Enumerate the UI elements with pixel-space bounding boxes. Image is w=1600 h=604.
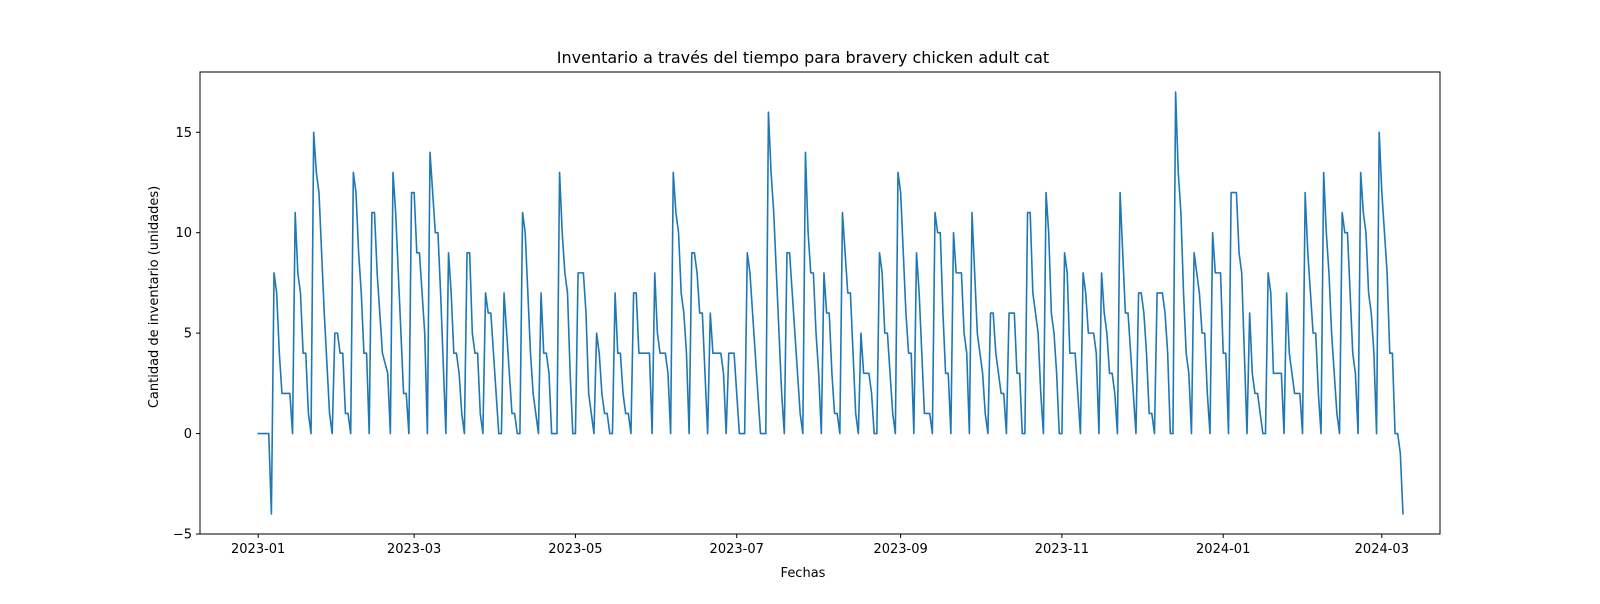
plot-area [257, 91, 1404, 515]
y-tick-label: 10 [175, 226, 192, 241]
x-tick-label: 2023-03 [387, 542, 441, 557]
x-tick-label: 2023-01 [231, 542, 285, 557]
chart-title: Inventario a través del tiempo para brav… [557, 48, 1049, 67]
y-tick-label: 0 [184, 427, 192, 442]
x-tick-label: 2023-05 [548, 542, 602, 557]
x-tick-label: 2023-09 [873, 542, 927, 557]
y-tick-label: −5 [173, 528, 192, 543]
axes: 2023-01 2023-03 2023-05 2023-07 2023-09 2023-… [173, 71, 1441, 557]
x-tick-label: 2024-01 [1196, 542, 1250, 557]
y-tick-label: 15 [175, 126, 192, 141]
x-tick-label: 2023-11 [1035, 542, 1089, 557]
series-line-0 [257, 91, 1404, 515]
x-tick-label: 2024-03 [1355, 542, 1409, 557]
x-axis-label: Fechas [781, 566, 826, 581]
axes-frame [199, 71, 1441, 535]
y-tick-label: 5 [184, 327, 192, 342]
y-axis-label: Cantidad de inventario (unidades) [147, 186, 162, 408]
x-tick-label: 2023-07 [710, 542, 764, 557]
